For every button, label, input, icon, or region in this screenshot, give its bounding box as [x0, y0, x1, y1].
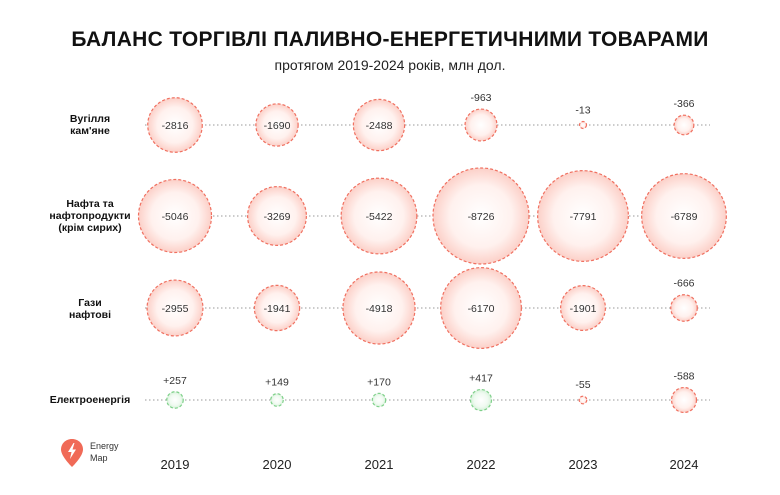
year-label: 2023 — [569, 457, 598, 472]
bubble-value-label: -8726 — [468, 211, 495, 223]
bubble-value-label: -7791 — [570, 211, 597, 223]
bubble — [440, 267, 522, 349]
year-label: 2020 — [263, 457, 292, 472]
bubble — [670, 294, 698, 322]
bubble — [270, 393, 284, 407]
map-pin-icon — [61, 439, 83, 467]
bubble — [371, 392, 387, 408]
row-label-gas: Гази нафтові — [40, 297, 140, 321]
bubble-value-label: -2488 — [366, 120, 393, 132]
bubble-value-label: -13 — [575, 105, 590, 117]
row-label-line: Нафта та — [66, 198, 114, 210]
bubble-value-label: +257 — [163, 375, 187, 387]
bubble — [342, 271, 416, 345]
bubble — [469, 388, 493, 412]
year-label: 2021 — [365, 457, 394, 472]
bubble — [255, 103, 299, 147]
row-label-line: Вугілля — [69, 113, 111, 125]
year-label: 2022 — [467, 457, 496, 472]
bubble — [247, 186, 307, 246]
bubble — [253, 284, 301, 332]
bubble-value-label: -3269 — [264, 211, 291, 223]
row-label-oil: Нафта та нафтопродукти (крім сирих) — [40, 198, 140, 234]
bubble-value-label: -5046 — [162, 211, 189, 223]
bubble-value-label: -588 — [673, 371, 694, 383]
row-label-line: нафтопродукти — [49, 210, 131, 222]
logo-text-line: Energy — [90, 441, 119, 451]
year-label: 2024 — [670, 457, 699, 472]
bubble-value-label: -1941 — [264, 303, 291, 315]
bubble-value-label: -6170 — [468, 303, 495, 315]
bubble-value-label: -2955 — [162, 303, 189, 315]
bubble-value-label: -55 — [575, 379, 590, 391]
bubble-value-label: -366 — [673, 98, 694, 110]
bubble — [166, 391, 184, 409]
bubble-value-label: -6789 — [671, 211, 698, 223]
bubble — [559, 284, 607, 332]
bubble-value-label: -1690 — [264, 120, 291, 132]
bubble — [432, 167, 530, 265]
bubble-value-label: -666 — [673, 278, 694, 290]
chart-title: БАЛАНС ТОРГІВЛІ ПАЛИВНО-ЕНЕРГЕТИЧНИМИ ТО… — [71, 28, 709, 51]
row-label-line: (крім сирих) — [58, 222, 122, 234]
row-label-electricity: Електроенергія — [40, 394, 140, 406]
year-label: 2019 — [161, 457, 190, 472]
bubble — [147, 97, 203, 153]
bubble-value-label: -4918 — [366, 303, 393, 315]
bubble-value-label: -963 — [470, 92, 491, 104]
bubble — [670, 386, 698, 414]
bubble — [578, 120, 588, 130]
bubble-value-label: -2816 — [162, 120, 189, 132]
chart-subtitle: протягом 2019-2024 років, млн дол. — [274, 57, 506, 73]
row-label-line: кам'яне — [70, 125, 110, 137]
row-label-line: нафтові — [68, 309, 112, 321]
bubble — [146, 279, 204, 337]
bubble — [137, 178, 213, 254]
row-label-line: Гази — [78, 297, 102, 309]
bubble-value-label: -5422 — [366, 211, 393, 223]
bubble — [578, 395, 588, 405]
bubble-value-label: -1901 — [570, 303, 597, 315]
row-label-coal: Вугілля кам'яне — [40, 113, 140, 137]
bubble — [464, 108, 498, 142]
bubble-value-label: +170 — [367, 376, 391, 388]
bubble-value-label: +149 — [265, 377, 289, 389]
bubble — [641, 173, 727, 259]
logo-text-line: Map — [90, 453, 108, 463]
energy-map-logo: Energy Map — [60, 438, 140, 468]
bubble — [352, 98, 406, 152]
bubble — [673, 114, 695, 136]
bubble — [537, 170, 629, 262]
row-label-line: Електроенергія — [49, 394, 131, 406]
bubble-value-label: +417 — [469, 373, 493, 385]
bubble — [340, 177, 418, 255]
